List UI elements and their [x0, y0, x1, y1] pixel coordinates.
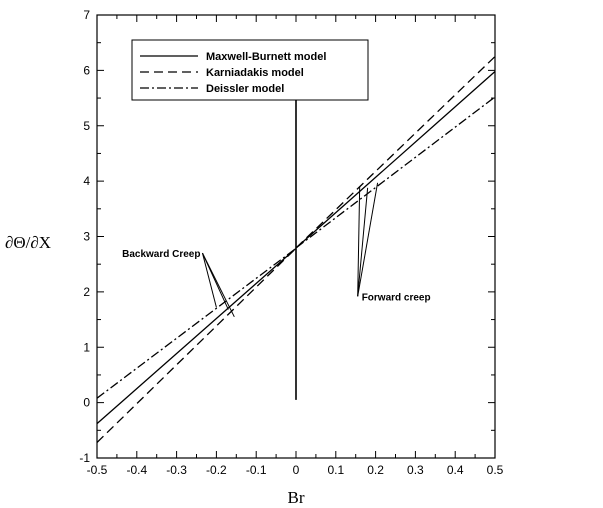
series-line-deissler-model-0	[96, 248, 296, 399]
annotation-leader-1-2	[357, 182, 379, 297]
series-line-deissler-model-1	[296, 96, 496, 249]
annotation-leader-0-2	[202, 252, 235, 318]
series-line-karniadakis-model-0	[96, 248, 297, 443]
y-tick-label: 2	[83, 285, 90, 299]
series-layer	[96, 56, 496, 443]
y-tick-label: 1	[83, 340, 90, 354]
x-axis-title: Br	[288, 488, 305, 507]
annotation-leader-1-1	[357, 187, 369, 297]
series-line-karniadakis-model-1	[295, 56, 496, 249]
legend-label-maxwell-burnett: Maxwell-Burnett model	[206, 51, 326, 63]
x-tick-label: 0.5	[487, 463, 504, 477]
x-tick-label: -0.4	[126, 463, 147, 477]
x-tick-label: -0.5	[87, 463, 108, 477]
y-tick-label: 6	[83, 63, 90, 77]
y-tick-label: 0	[83, 396, 90, 410]
annotations-layer: Backward Creep Forward creep	[122, 182, 431, 318]
y-axis-title: ∂Θ/∂X	[5, 233, 51, 252]
y-tick-label: 5	[83, 119, 90, 133]
x-tick-label: -0.2	[206, 463, 227, 477]
annotation-leader-1-0	[357, 186, 361, 297]
x-tick-label: 0	[293, 463, 300, 477]
y-tick-label: 7	[83, 8, 90, 22]
annotation-label-1: Forward creep	[362, 292, 431, 303]
x-tick-labels: -0.5 -0.4 -0.3 -0.2 -0.1 0 0.1 0.2 0.3 0.4 0.5	[87, 463, 504, 477]
annotation-leader-0-0	[201, 252, 217, 308]
y-tick-label: -1	[79, 451, 90, 465]
y-tick-label: 4	[83, 174, 90, 188]
legend: Maxwell-Burnett model Karniadakis model …	[131, 39, 369, 101]
series-line-maxwell-burnett-model-1	[295, 70, 496, 249]
series-line-maxwell-burnett-model-0	[96, 248, 297, 425]
y-tick-label: 3	[83, 230, 90, 244]
x-tick-label: 0.1	[327, 463, 344, 477]
legend-label-deissler: Deissler model	[206, 83, 284, 95]
x-tick-label: 0.2	[367, 463, 384, 477]
x-tick-label: 0.3	[407, 463, 424, 477]
y-tick-labels: -1 0 1 2 3 4 5 6 7	[79, 8, 90, 465]
legend-label-karniadakis: Karniadakis model	[206, 67, 304, 79]
x-tick-label: -0.3	[166, 463, 187, 477]
annotation-label-0: Backward Creep	[122, 249, 200, 260]
axis-ticks	[96, 14, 496, 459]
x-tick-label: 0.4	[447, 463, 464, 477]
x-tick-label: -0.1	[246, 463, 267, 477]
